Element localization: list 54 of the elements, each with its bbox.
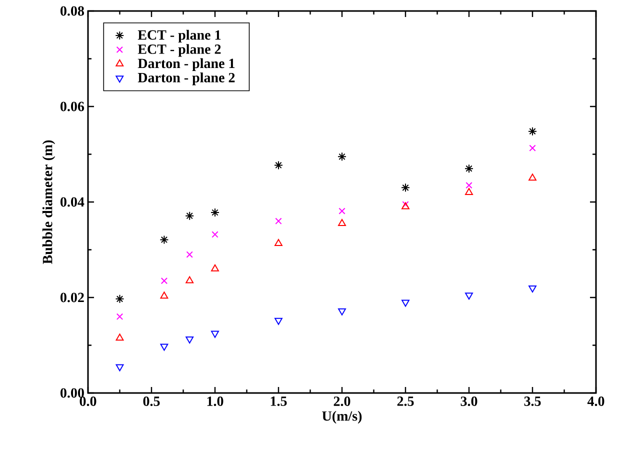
point bbox=[528, 285, 536, 292]
point bbox=[186, 251, 193, 258]
point bbox=[528, 126, 537, 136]
point bbox=[402, 300, 410, 307]
point bbox=[116, 313, 124, 320]
legend-label: ECT - plane 1 bbox=[138, 30, 221, 43]
point bbox=[186, 336, 194, 344]
y-tick-label: 0.04 bbox=[60, 197, 84, 207]
point bbox=[116, 364, 124, 372]
point bbox=[338, 308, 346, 316]
point bbox=[275, 218, 282, 224]
legend-label: Darton - plane 1 bbox=[138, 58, 235, 71]
point bbox=[400, 183, 410, 192]
point bbox=[210, 208, 220, 218]
y-tick-label: 0.06 bbox=[60, 102, 84, 112]
x-tick-label: 2.0 bbox=[334, 396, 350, 406]
legend-label: Darton - plane 2 bbox=[138, 72, 235, 86]
x-tick-label: 2.5 bbox=[397, 396, 414, 406]
point bbox=[465, 292, 473, 300]
x-tick-label: 0.0 bbox=[80, 396, 96, 406]
point bbox=[212, 231, 218, 238]
point bbox=[160, 235, 169, 244]
point bbox=[338, 218, 346, 226]
point bbox=[160, 277, 168, 284]
point bbox=[160, 292, 168, 299]
point bbox=[116, 334, 124, 341]
point bbox=[466, 182, 472, 189]
point bbox=[211, 330, 219, 338]
y-tick-label: 0.00 bbox=[60, 388, 84, 398]
point bbox=[186, 276, 194, 284]
point bbox=[338, 152, 346, 162]
point bbox=[185, 211, 194, 220]
x-axis-title: U(m/s) bbox=[322, 410, 362, 424]
y-axis-title: Bubble diameter (m) bbox=[42, 140, 56, 264]
point bbox=[211, 264, 219, 272]
x-tick-label: 3.5 bbox=[524, 396, 541, 406]
point bbox=[465, 188, 473, 195]
point bbox=[274, 239, 282, 246]
point bbox=[274, 160, 283, 170]
legend-label: ECT - plane 2 bbox=[138, 44, 221, 57]
x-tick-label: 3.0 bbox=[460, 396, 478, 406]
point bbox=[338, 208, 346, 214]
point bbox=[529, 144, 536, 152]
x-tick-label: 1.5 bbox=[270, 396, 287, 406]
y-tick-label: 0.02 bbox=[60, 292, 84, 302]
y-tick-label: 0.08 bbox=[60, 6, 84, 16]
x-tick-label: 1.0 bbox=[207, 396, 224, 406]
x-tick-label: 4.0 bbox=[587, 396, 604, 406]
point bbox=[528, 174, 536, 181]
point bbox=[274, 318, 282, 325]
point bbox=[115, 294, 124, 304]
x-tick-label: 0.5 bbox=[143, 396, 160, 406]
point bbox=[160, 344, 168, 351]
point bbox=[464, 164, 474, 174]
